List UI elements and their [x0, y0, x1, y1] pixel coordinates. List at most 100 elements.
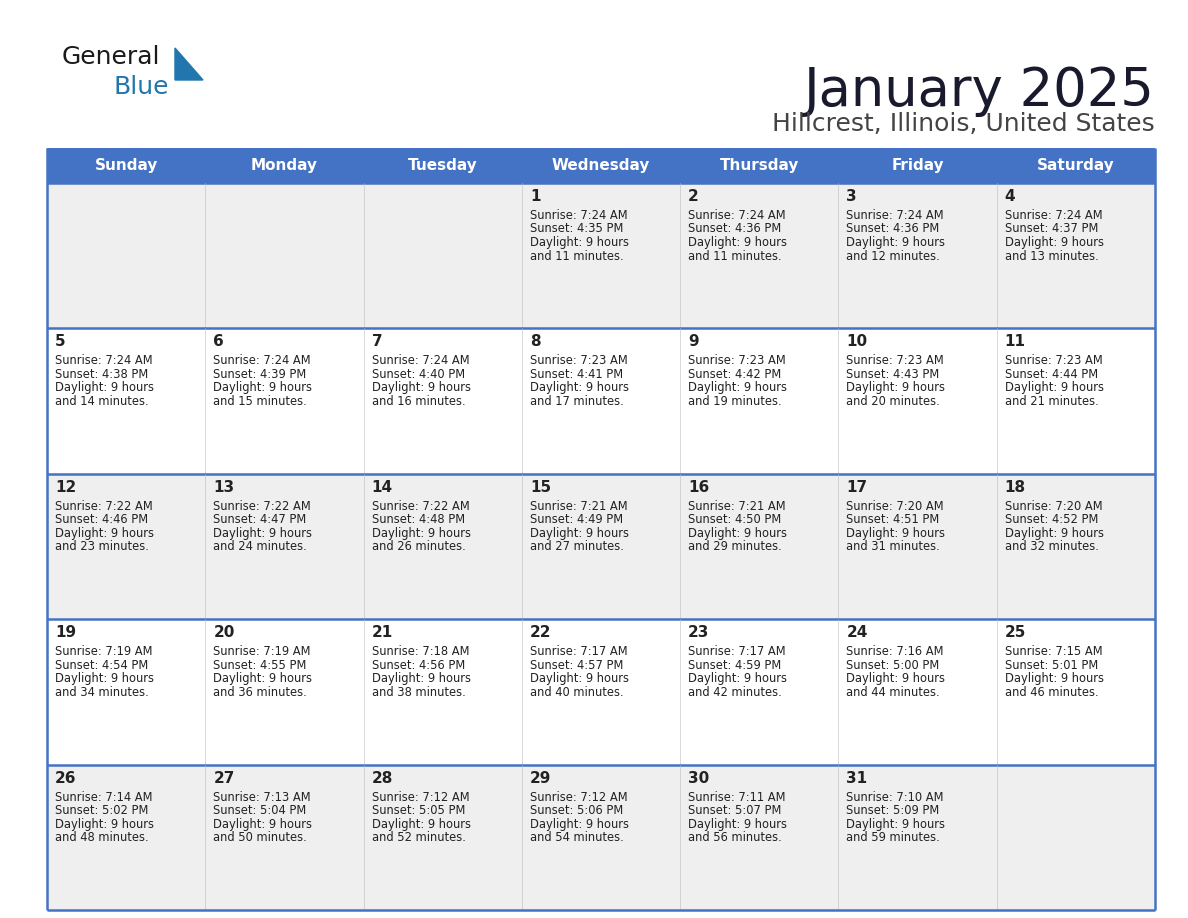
Text: Sunset: 4:50 PM: Sunset: 4:50 PM [688, 513, 782, 526]
Text: Sunrise: 7:14 AM: Sunrise: 7:14 AM [55, 790, 152, 803]
Text: Sunset: 4:48 PM: Sunset: 4:48 PM [372, 513, 465, 526]
Text: Sunrise: 7:23 AM: Sunrise: 7:23 AM [1005, 354, 1102, 367]
Text: 20: 20 [214, 625, 235, 640]
Text: Saturday: Saturday [1037, 158, 1114, 173]
Text: Sunrise: 7:20 AM: Sunrise: 7:20 AM [1005, 499, 1102, 513]
Text: Sunrise: 7:24 AM: Sunrise: 7:24 AM [214, 354, 311, 367]
Text: and 29 minutes.: and 29 minutes. [688, 541, 782, 554]
Text: Sunrise: 7:24 AM: Sunrise: 7:24 AM [1005, 209, 1102, 222]
Text: Daylight: 9 hours: Daylight: 9 hours [530, 527, 628, 540]
Text: 3: 3 [846, 189, 857, 204]
Text: Daylight: 9 hours: Daylight: 9 hours [214, 818, 312, 831]
Text: and 44 minutes.: and 44 minutes. [846, 686, 940, 699]
Text: Daylight: 9 hours: Daylight: 9 hours [372, 672, 470, 685]
Text: Sunset: 4:42 PM: Sunset: 4:42 PM [688, 368, 782, 381]
Text: Sunset: 4:54 PM: Sunset: 4:54 PM [55, 659, 148, 672]
Text: 8: 8 [530, 334, 541, 350]
Text: Daylight: 9 hours: Daylight: 9 hours [372, 381, 470, 395]
Bar [206, 148, 364, 183]
Text: 31: 31 [846, 770, 867, 786]
Text: and 15 minutes.: and 15 minutes. [214, 395, 307, 408]
Text: Thursday: Thursday [720, 158, 800, 173]
Text: Sunrise: 7:24 AM: Sunrise: 7:24 AM [530, 209, 627, 222]
Text: and 11 minutes.: and 11 minutes. [530, 250, 624, 263]
Text: Sunset: 5:04 PM: Sunset: 5:04 PM [214, 804, 307, 817]
Text: Daylight: 9 hours: Daylight: 9 hours [1005, 527, 1104, 540]
Text: 23: 23 [688, 625, 709, 640]
Text: and 12 minutes.: and 12 minutes. [846, 250, 940, 263]
Text: Sunset: 4:46 PM: Sunset: 4:46 PM [55, 513, 148, 526]
Text: Daylight: 9 hours: Daylight: 9 hours [372, 527, 470, 540]
Text: Sunrise: 7:22 AM: Sunrise: 7:22 AM [214, 499, 311, 513]
Text: Monday: Monday [251, 158, 318, 173]
Bar [48, 148, 206, 183]
Text: Blue: Blue [114, 75, 170, 99]
Text: 30: 30 [688, 770, 709, 786]
Text: Sunset: 5:00 PM: Sunset: 5:00 PM [846, 659, 940, 672]
Text: Sunset: 4:51 PM: Sunset: 4:51 PM [846, 513, 940, 526]
Text: Daylight: 9 hours: Daylight: 9 hours [846, 818, 946, 831]
Text: 26: 26 [55, 770, 76, 786]
Text: and 21 minutes.: and 21 minutes. [1005, 395, 1099, 408]
Text: 6: 6 [214, 334, 225, 350]
Text: Sunrise: 7:19 AM: Sunrise: 7:19 AM [214, 645, 311, 658]
Text: and 11 minutes.: and 11 minutes. [688, 250, 782, 263]
Text: Sunset: 4:38 PM: Sunset: 4:38 PM [55, 368, 148, 381]
Text: Sunset: 4:57 PM: Sunset: 4:57 PM [530, 659, 624, 672]
Text: Daylight: 9 hours: Daylight: 9 hours [688, 381, 788, 395]
Text: 10: 10 [846, 334, 867, 350]
Text: 25: 25 [1005, 625, 1026, 640]
Text: 9: 9 [688, 334, 699, 350]
Text: Sunset: 4:37 PM: Sunset: 4:37 PM [1005, 222, 1098, 236]
Text: Daylight: 9 hours: Daylight: 9 hours [372, 818, 470, 831]
Text: and 13 minutes.: and 13 minutes. [1005, 250, 1099, 263]
Text: Sunrise: 7:12 AM: Sunrise: 7:12 AM [530, 790, 627, 803]
Text: Sunset: 5:02 PM: Sunset: 5:02 PM [55, 804, 148, 817]
Text: Daylight: 9 hours: Daylight: 9 hours [530, 381, 628, 395]
Text: Sunset: 5:01 PM: Sunset: 5:01 PM [1005, 659, 1098, 672]
Text: and 14 minutes.: and 14 minutes. [55, 395, 148, 408]
Text: Daylight: 9 hours: Daylight: 9 hours [1005, 672, 1104, 685]
Text: Sunrise: 7:21 AM: Sunrise: 7:21 AM [530, 499, 627, 513]
Text: Sunset: 4:49 PM: Sunset: 4:49 PM [530, 513, 623, 526]
Text: and 34 minutes.: and 34 minutes. [55, 686, 148, 699]
Text: Daylight: 9 hours: Daylight: 9 hours [530, 236, 628, 249]
Bar [839, 148, 997, 183]
Text: and 50 minutes.: and 50 minutes. [214, 831, 307, 844]
Bar [48, 620, 1155, 765]
Text: 13: 13 [214, 480, 234, 495]
Text: Friday: Friday [891, 158, 944, 173]
Text: Sunset: 4:39 PM: Sunset: 4:39 PM [214, 368, 307, 381]
Text: Daylight: 9 hours: Daylight: 9 hours [688, 236, 788, 249]
Text: Sunset: 5:05 PM: Sunset: 5:05 PM [372, 804, 465, 817]
Text: Sunrise: 7:24 AM: Sunrise: 7:24 AM [846, 209, 944, 222]
Text: Sunrise: 7:24 AM: Sunrise: 7:24 AM [55, 354, 152, 367]
Text: Sunset: 5:06 PM: Sunset: 5:06 PM [530, 804, 624, 817]
Text: Sunrise: 7:19 AM: Sunrise: 7:19 AM [55, 645, 152, 658]
Text: 2: 2 [688, 189, 699, 204]
Text: Daylight: 9 hours: Daylight: 9 hours [846, 381, 946, 395]
Text: Daylight: 9 hours: Daylight: 9 hours [846, 672, 946, 685]
Bar [364, 148, 522, 183]
Text: Sunrise: 7:20 AM: Sunrise: 7:20 AM [846, 499, 944, 513]
Text: 19: 19 [55, 625, 76, 640]
Text: 27: 27 [214, 770, 235, 786]
Text: Daylight: 9 hours: Daylight: 9 hours [214, 381, 312, 395]
Text: General: General [62, 45, 160, 69]
Text: 5: 5 [55, 334, 65, 350]
Text: Sunrise: 7:16 AM: Sunrise: 7:16 AM [846, 645, 944, 658]
Text: Daylight: 9 hours: Daylight: 9 hours [1005, 381, 1104, 395]
Text: and 23 minutes.: and 23 minutes. [55, 541, 148, 554]
Text: and 48 minutes.: and 48 minutes. [55, 831, 148, 844]
Text: Sunset: 4:40 PM: Sunset: 4:40 PM [372, 368, 465, 381]
Bar [997, 148, 1155, 183]
Text: Sunrise: 7:15 AM: Sunrise: 7:15 AM [1005, 645, 1102, 658]
Text: Hillcrest, Illinois, United States: Hillcrest, Illinois, United States [772, 112, 1155, 136]
Text: Daylight: 9 hours: Daylight: 9 hours [688, 818, 788, 831]
Text: and 27 minutes.: and 27 minutes. [530, 541, 624, 554]
Text: Sunset: 4:41 PM: Sunset: 4:41 PM [530, 368, 623, 381]
Text: Sunset: 4:43 PM: Sunset: 4:43 PM [846, 368, 940, 381]
Text: January 2025: January 2025 [804, 65, 1155, 117]
Text: Sunset: 4:52 PM: Sunset: 4:52 PM [1005, 513, 1098, 526]
Text: 14: 14 [372, 480, 393, 495]
